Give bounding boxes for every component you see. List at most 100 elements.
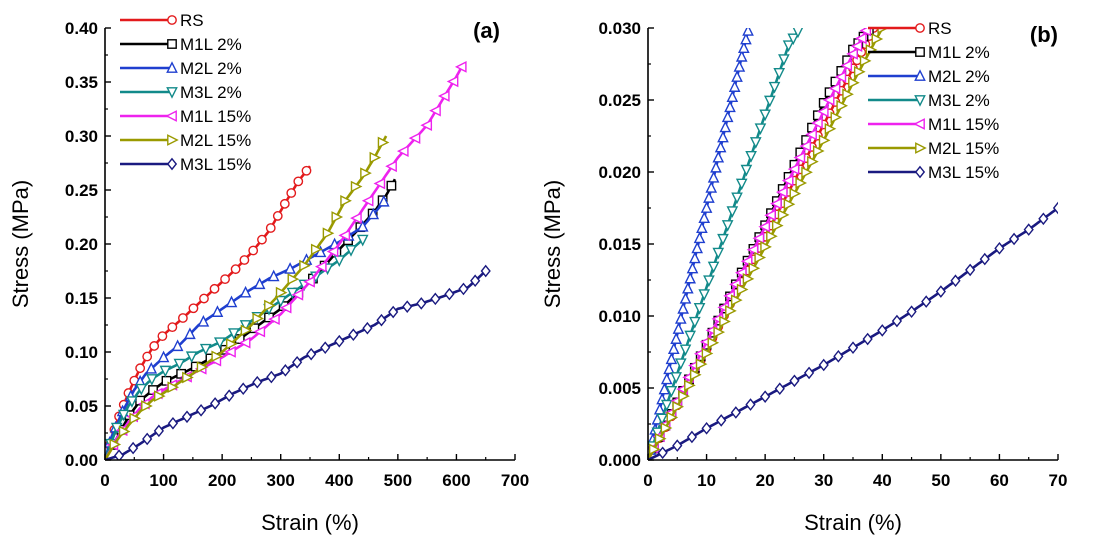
data-point (742, 28, 754, 36)
data-point (689, 316, 701, 329)
data-point (681, 281, 694, 294)
x-tick-label: 10 (697, 471, 716, 490)
data-point (799, 140, 812, 152)
data-point (301, 165, 312, 176)
legend-label: M2L 2% (180, 59, 242, 78)
data-point (292, 355, 303, 369)
data-point (480, 264, 491, 278)
legend-item: M2L 2% (120, 59, 242, 78)
data-point (766, 230, 778, 243)
data-point (1008, 232, 1020, 246)
data-point (777, 209, 790, 221)
data-point (303, 275, 315, 288)
data-point (257, 234, 267, 245)
data-point (310, 243, 323, 256)
series-line (105, 65, 464, 460)
data-point (737, 41, 750, 54)
data-point (228, 328, 240, 340)
data-point (731, 192, 743, 205)
data-point (126, 396, 138, 408)
y-tick-label: 0.000 (598, 451, 641, 470)
data-point (667, 342, 680, 355)
series-m3l-15- (105, 264, 491, 460)
data-point (979, 252, 990, 266)
data-point (284, 262, 296, 274)
series-m3l-15- (648, 201, 1058, 460)
data-point (196, 361, 209, 373)
x-tick-label: 700 (501, 471, 529, 490)
data-point (362, 321, 373, 335)
data-point (396, 145, 409, 157)
data-point (171, 339, 184, 352)
data-point (689, 368, 702, 381)
data-point (921, 295, 932, 308)
data-point (679, 291, 692, 304)
data-point (109, 438, 122, 451)
data-point (248, 245, 259, 256)
data-point (700, 201, 713, 213)
series-m1l-15- (105, 61, 467, 460)
data-point (430, 292, 441, 306)
data-point (373, 177, 386, 190)
data-point (730, 294, 743, 306)
data-point (721, 220, 734, 232)
x-tick-label: 100 (149, 471, 177, 490)
data-point (402, 300, 413, 313)
data-point (361, 194, 374, 207)
data-point (696, 221, 708, 234)
legend-item: RS (120, 11, 204, 30)
data-point (651, 427, 664, 440)
y-tick-label: 0.25 (65, 181, 98, 200)
data-point (803, 366, 815, 380)
legend-marker (166, 61, 178, 73)
data-point (360, 167, 372, 179)
data-point (787, 33, 800, 46)
y-tick-label: 0.00 (65, 451, 98, 470)
data-point (348, 328, 359, 342)
data-point (376, 313, 387, 327)
data-point (286, 188, 297, 198)
data-point (793, 151, 806, 164)
data-point (759, 109, 771, 122)
data-point (656, 413, 668, 426)
data-point (736, 283, 749, 296)
data-point (252, 312, 265, 325)
data-point (677, 302, 689, 314)
data-point (239, 320, 252, 332)
data-point (795, 177, 808, 189)
series-m3l-2- (648, 28, 804, 460)
data-point (135, 383, 148, 396)
data-point (663, 362, 675, 375)
legend-item: M2L 15% (868, 139, 999, 158)
data-point (822, 94, 835, 106)
data-point (871, 33, 884, 45)
data-point (855, 32, 867, 45)
data-point (764, 209, 776, 222)
data-point (965, 263, 976, 277)
data-point (153, 390, 166, 402)
data-point (771, 219, 784, 232)
data-point (781, 174, 794, 187)
data-point (224, 346, 236, 358)
data-point (306, 347, 317, 361)
y-tick-label: 0.005 (598, 379, 641, 398)
data-point (209, 283, 220, 294)
data-point (665, 352, 678, 365)
data-point (265, 223, 276, 233)
data-point (654, 432, 667, 445)
data-point (684, 271, 697, 284)
data-point (807, 155, 819, 168)
y-axis-title: Stress (MPa) (540, 180, 565, 308)
panel-label: (a) (473, 18, 500, 43)
data-point (458, 282, 469, 296)
x-tick-label: 70 (1049, 471, 1068, 490)
data-point (775, 186, 788, 198)
data-point (773, 68, 786, 80)
legend-label: M1L 2% (180, 35, 242, 54)
data-point (693, 231, 706, 244)
data-point (224, 389, 235, 402)
data-point (420, 119, 433, 132)
data-point (836, 99, 849, 112)
data-point (249, 323, 260, 334)
x-tick-label: 300 (267, 471, 295, 490)
